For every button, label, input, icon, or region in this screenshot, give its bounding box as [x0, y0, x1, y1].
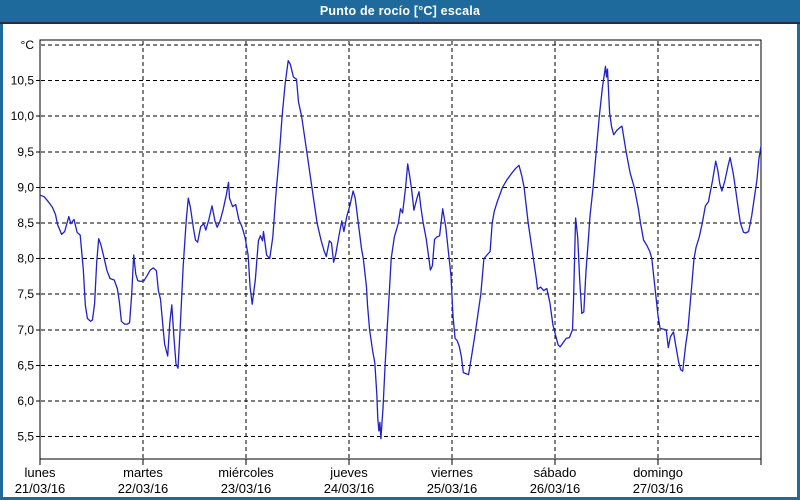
y-axis-tick-label: 7,5: [17, 287, 34, 301]
x-axis-date-label: 26/03/16: [530, 481, 581, 496]
x-axis-day-label: jueves: [329, 465, 368, 480]
y-axis-tick-label: 5,5: [17, 430, 34, 444]
window-frame: [0, 24, 800, 500]
x-axis-date-label: 25/03/16: [427, 481, 478, 496]
window-title: Punto de rocío [°C] escala: [319, 4, 481, 18]
dewpoint-line: [39, 60, 762, 440]
y-axis-tick-label: 9,0: [17, 180, 34, 194]
x-axis-day-label: martes: [123, 465, 163, 480]
plot-border: [39, 39, 762, 460]
x-axis-day-label: miércoles: [218, 465, 274, 480]
x-axis-day-label: lunes: [24, 465, 56, 480]
x-axis-date-label: 23/03/16: [221, 481, 272, 496]
y-axis-tick-label: 9,5: [17, 145, 34, 159]
y-axis-tick-label: 10,0: [11, 109, 35, 123]
y-axis-tick-label: 6,5: [17, 358, 34, 372]
window-title-bar: Punto de rocío [°C] escala: [0, 0, 800, 24]
y-axis-tick-label: 7,0: [17, 323, 34, 337]
y-axis-tick-label: 8,0: [17, 252, 34, 266]
x-axis-date-label: 24/03/16: [324, 481, 375, 496]
x-axis-day-label: domingo: [633, 465, 683, 480]
y-axis-tick-label: 10,5: [11, 74, 35, 88]
x-axis-date-label: 22/03/16: [118, 481, 169, 496]
y-axis-unit-label: °C: [21, 38, 35, 52]
x-axis-date-label: 27/03/16: [633, 481, 684, 496]
x-axis-day-label: viernes: [431, 465, 473, 480]
y-axis-tick-label: 8,5: [17, 216, 34, 230]
x-axis-date-label: 21/03/16: [15, 481, 66, 496]
plot-area: [40, 40, 761, 459]
y-axis-tick-label: 6,0: [17, 394, 34, 408]
x-axis-day-label: sábado: [534, 465, 577, 480]
